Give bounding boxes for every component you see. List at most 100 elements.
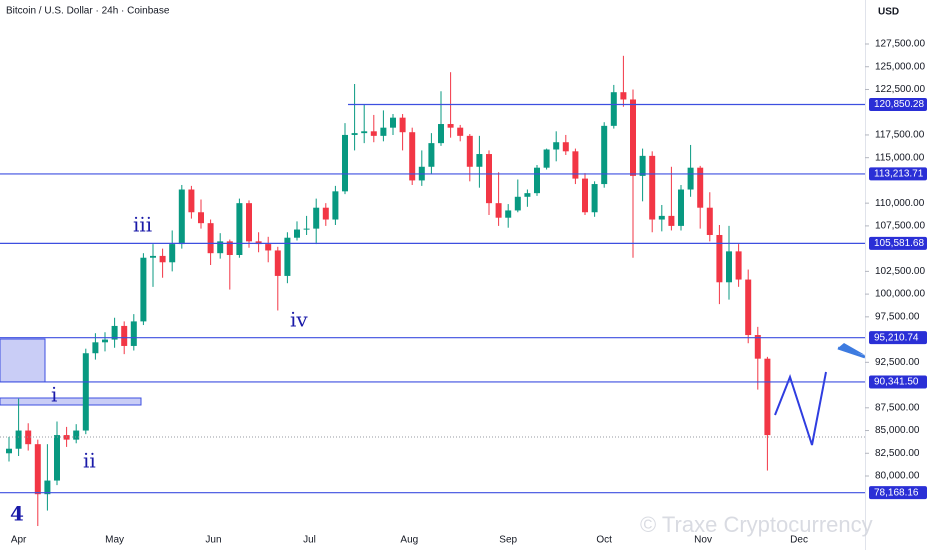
candle-body — [34, 444, 41, 495]
candle-body — [428, 143, 435, 167]
x-tick-label: Jul — [303, 535, 316, 546]
candle-body — [745, 279, 752, 336]
candle-body — [630, 99, 636, 176]
candle-body — [668, 215, 675, 226]
candle-body — [457, 127, 464, 136]
projection-path — [774, 371, 827, 446]
wave-label: iii — [133, 213, 152, 237]
y-tick-label: 87,500.00 — [875, 402, 920, 413]
wave-label: 4 — [10, 502, 24, 526]
candle-body — [553, 142, 560, 150]
level-label: 78,168.16 — [874, 487, 919, 498]
level-label: 90,341.50 — [874, 377, 919, 388]
y-tick-label: 125,000.00 — [875, 61, 925, 72]
level-label: 113,213.71 — [874, 169, 924, 180]
candle-body — [82, 353, 89, 431]
wave-label: i — [51, 383, 57, 407]
candle-body — [687, 167, 694, 190]
candle-body — [658, 215, 665, 220]
candle-body — [370, 131, 377, 136]
candle-body — [44, 480, 51, 495]
candle-body — [6, 448, 12, 454]
candle-body — [735, 251, 742, 280]
candle-body — [73, 430, 80, 440]
candle-body — [466, 135, 473, 167]
level-tag — [869, 97, 927, 111]
candle-body — [102, 339, 108, 343]
candle-body — [361, 131, 368, 134]
candle-body — [92, 342, 99, 354]
candle-body — [543, 149, 550, 168]
level-tag — [869, 236, 927, 250]
chart-title: Bitcoin / U.S. Dollar · 24h · Coinbase — [6, 6, 170, 17]
x-tick-label: May — [105, 535, 124, 546]
candle-body — [342, 134, 348, 192]
candle-body — [255, 241, 262, 245]
candle-body — [25, 430, 32, 445]
candle-body — [706, 207, 713, 235]
level-tag — [869, 486, 927, 500]
candle-body — [150, 255, 156, 258]
candle-body — [572, 151, 579, 179]
candle-body — [562, 142, 569, 152]
candle-body — [601, 125, 608, 185]
candle-body — [226, 241, 233, 255]
y-tick-label: 110,000.00 — [875, 198, 925, 209]
candle-body — [178, 189, 185, 245]
candle-body — [476, 154, 483, 167]
candle-body — [505, 210, 512, 218]
candle-body — [678, 189, 684, 226]
candle-body — [380, 127, 387, 136]
level-tag — [869, 375, 927, 389]
candle-body — [764, 358, 771, 436]
candle-body — [486, 154, 492, 204]
wave-label: iv — [290, 308, 308, 332]
candle-body — [332, 191, 339, 220]
candle-body — [322, 207, 329, 220]
candle-body — [159, 255, 166, 263]
y-tick-label: 127,500.00 — [875, 39, 925, 50]
level-label: 105,581.68 — [874, 238, 924, 249]
level-tag — [869, 167, 927, 181]
candle-body — [188, 189, 195, 213]
candle-body — [54, 435, 60, 481]
candle-body — [140, 257, 147, 322]
candle-body — [409, 132, 416, 181]
candle-body — [438, 124, 444, 144]
candle-body — [265, 244, 272, 251]
candle-body — [514, 196, 521, 211]
candle-body — [284, 237, 291, 276]
candle-body — [399, 117, 406, 133]
y-tick-label: 107,500.00 — [875, 221, 925, 232]
candle-body — [582, 178, 588, 213]
x-tick-label: Nov — [694, 535, 712, 546]
plot — [6, 55, 771, 527]
watermark: © Traxe Cryptocurrency — [640, 512, 873, 537]
x-tick-label: Jun — [205, 535, 221, 546]
candle-body — [534, 167, 540, 194]
candle-body — [639, 155, 646, 176]
candle-body — [716, 234, 723, 283]
y-tick-label: 100,000.00 — [875, 289, 925, 300]
x-tick-label: Oct — [596, 535, 612, 546]
candle-body — [274, 250, 281, 276]
candle-body — [246, 203, 252, 242]
y-tick-label: 115,000.00 — [875, 152, 925, 163]
candle-body — [447, 124, 454, 128]
x-tick-label: Dec — [790, 535, 808, 546]
candle-body — [351, 133, 358, 135]
level-tag — [869, 331, 927, 345]
zone-box — [0, 397, 142, 406]
level-label: 120,850.28 — [874, 99, 924, 110]
wave-label: ii — [83, 449, 96, 473]
zone-box — [0, 338, 46, 383]
y-tick-label: 80,000.00 — [875, 471, 920, 482]
candle-body — [169, 244, 176, 263]
candle-body — [198, 212, 204, 224]
candle-body — [111, 325, 118, 340]
candle-body — [495, 203, 502, 218]
y-tick-label: 82,500.00 — [875, 448, 920, 459]
candle-body — [207, 223, 214, 254]
